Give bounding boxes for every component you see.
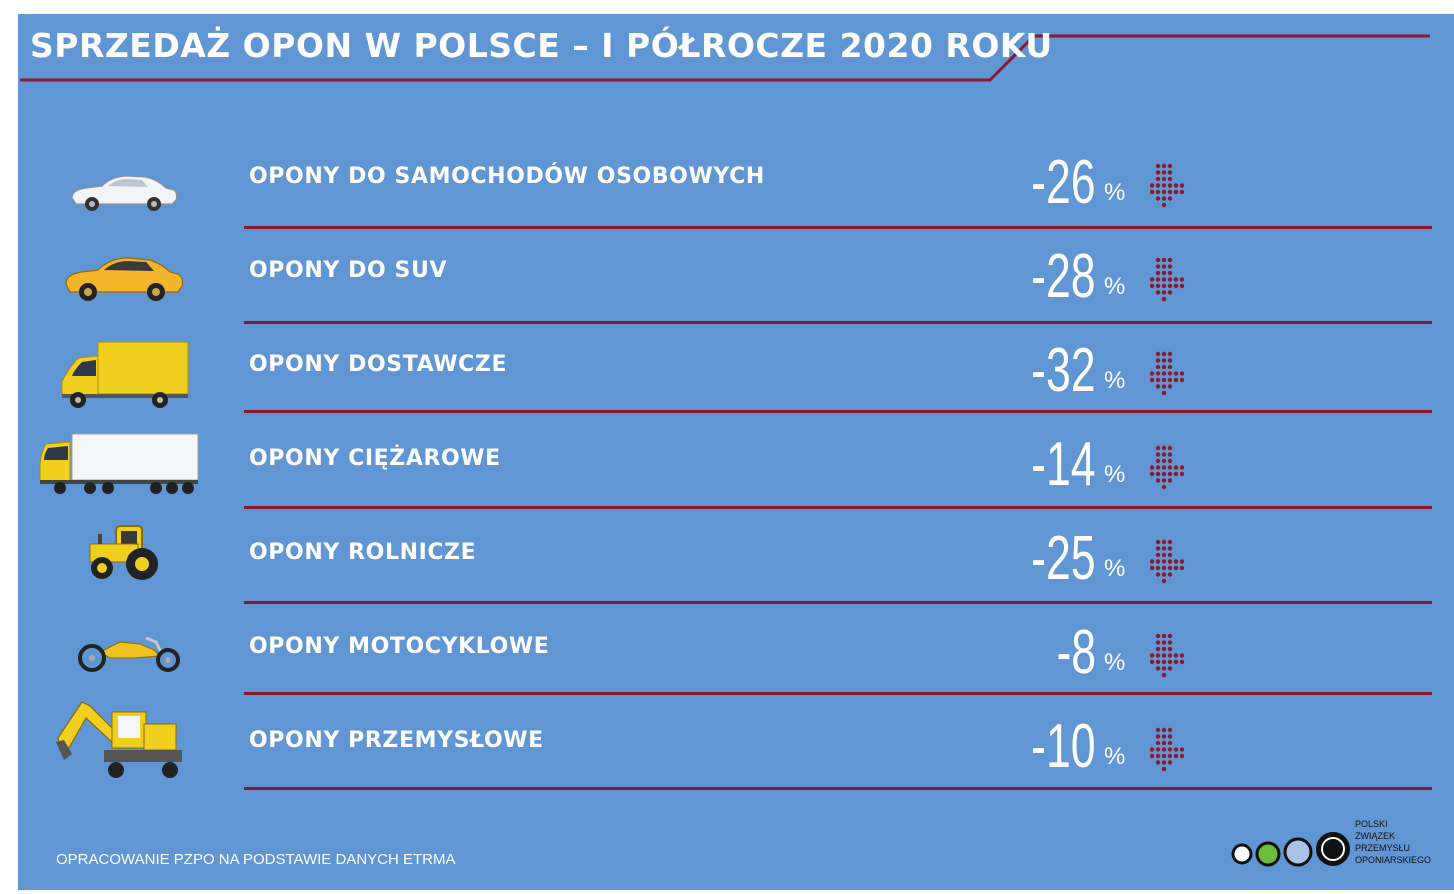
logo-line: PRZEMYSŁU <box>1355 843 1411 853</box>
title-underline <box>20 34 1430 82</box>
motorcycle-icon <box>76 628 184 676</box>
delivery-van-icon <box>56 338 192 414</box>
suv-icon <box>62 250 186 306</box>
source-note: OPRACOWANIE PZPO NA PODSTAWIE DANYCH ETR… <box>56 851 456 868</box>
passenger-car-icon <box>68 168 180 218</box>
excavator-icon <box>52 698 188 786</box>
row-label: OPONY MOTOCYKLOWE <box>249 634 550 659</box>
row-value: -32 <box>1031 336 1096 405</box>
row-unit: % <box>1104 179 1126 206</box>
logo-line: OPONIARSKIEGO <box>1355 855 1432 865</box>
row-value: -8 <box>1056 618 1096 687</box>
row-label: OPONY DO SAMOCHODÓW OSOBOWYCH <box>249 164 765 189</box>
down-arrow-icon <box>1143 350 1190 404</box>
row-label: OPONY ROLNICZE <box>249 540 477 565</box>
row-divider <box>244 692 1432 695</box>
pzpo-logo-text: POLSKI ZWIĄZEK PRZEMYSŁU OPONIARSKIEGO <box>1355 818 1431 866</box>
row-unit: % <box>1104 743 1126 770</box>
down-arrow-icon <box>1143 162 1190 216</box>
row-unit: % <box>1104 555 1126 582</box>
row-divider <box>244 321 1432 324</box>
down-arrow-icon <box>1143 444 1190 498</box>
row-unit: % <box>1104 273 1126 300</box>
down-arrow-icon <box>1143 538 1190 592</box>
row-label: OPONY CIĘŻAROWE <box>249 446 501 471</box>
pzpo-logo-icon <box>1231 832 1350 867</box>
row-divider <box>244 410 1432 413</box>
down-arrow-icon <box>1143 256 1190 310</box>
row-value: -14 <box>1031 430 1096 499</box>
row-label: OPONY DO SUV <box>249 258 448 283</box>
row-divider <box>244 506 1432 509</box>
row-unit: % <box>1104 649 1126 676</box>
row-label: OPONY PRZEMYSŁOWE <box>249 728 544 753</box>
row-label: OPONY DOSTAWCZE <box>249 352 508 377</box>
logo-line: ZWIĄZEK <box>1355 831 1395 841</box>
row-divider <box>244 226 1432 229</box>
row-divider <box>244 787 1432 790</box>
row-value: -26 <box>1031 148 1096 217</box>
page-title: SPRZEDAŻ OPON W POLSCE – I PÓŁROCZE 2020… <box>30 26 1053 65</box>
tractor-icon <box>86 522 162 588</box>
background-panel <box>18 14 1454 890</box>
row-divider <box>244 601 1432 604</box>
row-value: -28 <box>1031 242 1096 311</box>
logo-line: POLSKI <box>1355 819 1388 829</box>
row-value: -10 <box>1031 712 1096 781</box>
down-arrow-icon <box>1143 632 1190 686</box>
truck-icon <box>38 432 200 500</box>
row-unit: % <box>1104 461 1126 488</box>
row-unit: % <box>1104 367 1126 394</box>
down-arrow-icon <box>1143 726 1190 780</box>
row-value: -25 <box>1031 524 1096 593</box>
